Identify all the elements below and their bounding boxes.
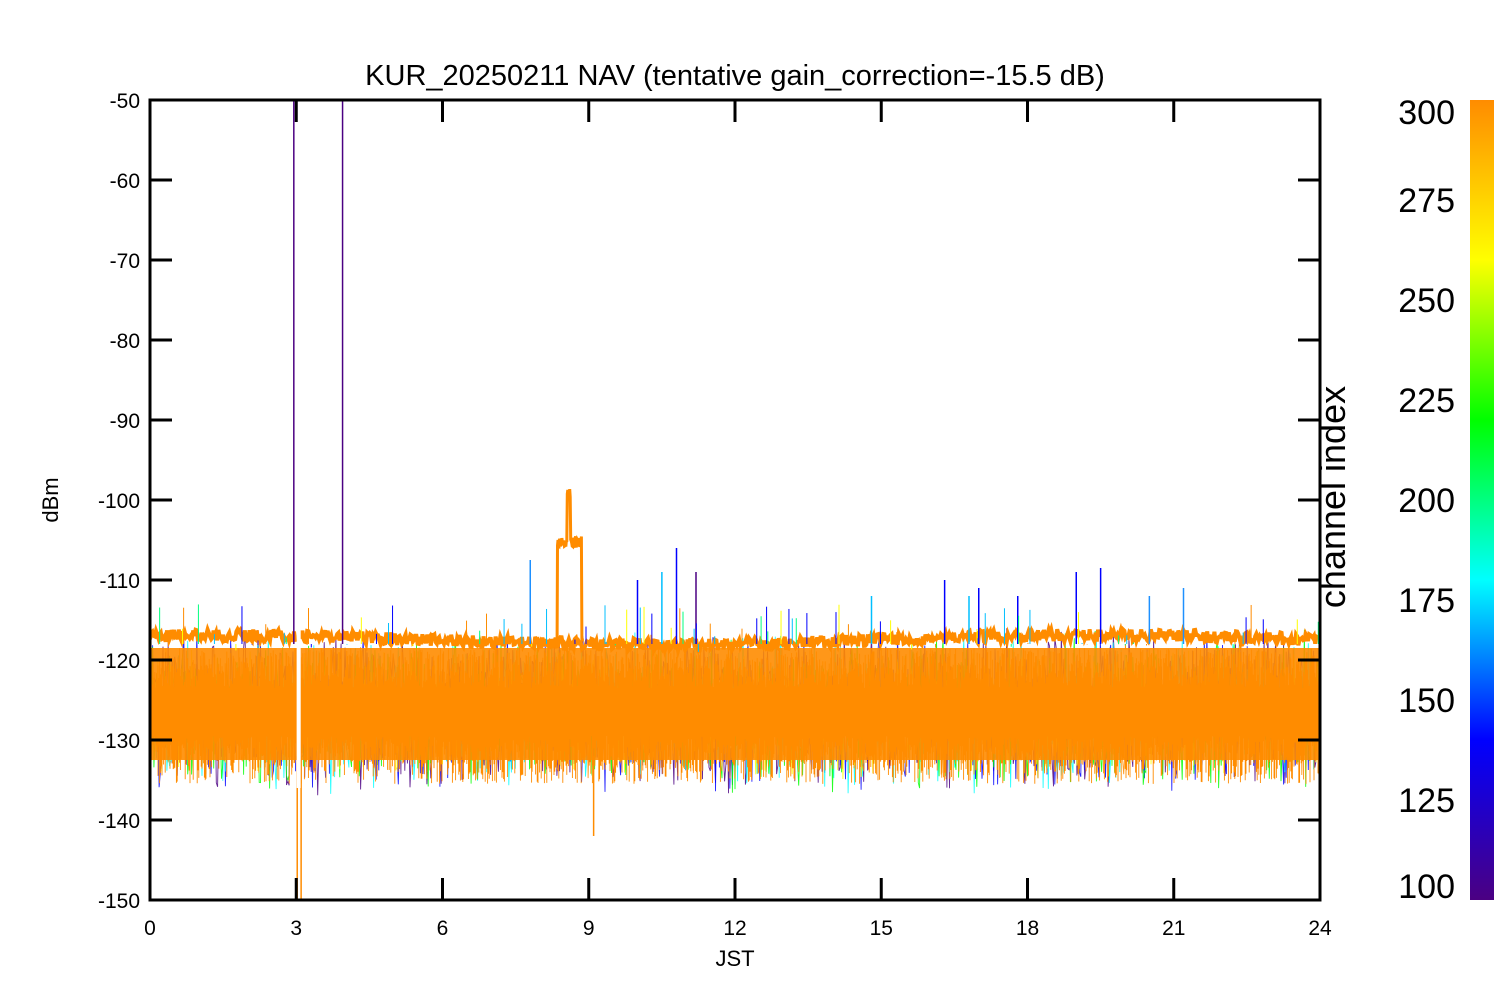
colorbar-tick-label: 275 xyxy=(1398,182,1455,220)
y-tick-label: -70 xyxy=(110,250,140,273)
noise-core xyxy=(150,648,1320,784)
x-axis-label: JST xyxy=(715,946,754,971)
colorbar-tick-label: 100 xyxy=(1398,868,1455,906)
colorbar xyxy=(1470,100,1494,900)
x-tick-label: 3 xyxy=(290,917,302,940)
signal-bump xyxy=(554,488,584,642)
x-tick-label: 24 xyxy=(1308,917,1332,940)
x-tick-label: 21 xyxy=(1162,917,1185,940)
colorbar-tick-label: 250 xyxy=(1398,282,1455,320)
colorbar-ticks: 300 275 250 225 200 175 150 125 100 xyxy=(1398,94,1455,906)
y-axis: -50 -60 -70 -80 -90 -100 -110 -120 -130 -140 -150 xyxy=(98,90,1320,913)
y-tick-label: -120 xyxy=(98,650,140,673)
y-tick-label: -90 xyxy=(110,410,140,433)
y-tick-label: -130 xyxy=(98,730,140,753)
colorbar-tick-label: 125 xyxy=(1398,782,1455,820)
colorbar-tick-label: 300 xyxy=(1398,94,1455,132)
x-tick-label: 15 xyxy=(870,917,893,940)
plot-data xyxy=(150,100,1320,900)
colorbar-tick-label: 175 xyxy=(1398,582,1455,620)
x-tick-label: 12 xyxy=(723,917,746,940)
x-tick-label: 9 xyxy=(583,917,595,940)
y-tick-label: -50 xyxy=(110,90,140,113)
x-tick-label: 18 xyxy=(1016,917,1039,940)
colorbar-tick-label: 225 xyxy=(1398,382,1455,420)
y-tick-label: -140 xyxy=(98,810,140,833)
y-tick-label: -110 xyxy=(100,570,140,593)
colorbar-tick-label: 200 xyxy=(1398,482,1455,520)
x-tick-label: 6 xyxy=(437,917,449,940)
chart-title: KUR_20250211 NAV (tentative gain_correct… xyxy=(365,60,1105,92)
colorbar-tick-label: 150 xyxy=(1398,682,1455,720)
upper-trace xyxy=(150,621,1320,659)
y-tick-label: -80 xyxy=(110,330,140,353)
y-axis-label: dBm xyxy=(38,477,63,522)
y-tick-label: -60 xyxy=(110,170,140,193)
y-tick-label: -150 xyxy=(98,890,140,913)
colorbar-label: channel index xyxy=(1312,386,1353,608)
x-axis: 0 3 6 9 12 15 18 21 24 xyxy=(144,100,1332,940)
data-gap xyxy=(296,628,301,788)
x-tick-label: 0 xyxy=(144,917,156,940)
y-tick-label: -100 xyxy=(98,490,140,513)
